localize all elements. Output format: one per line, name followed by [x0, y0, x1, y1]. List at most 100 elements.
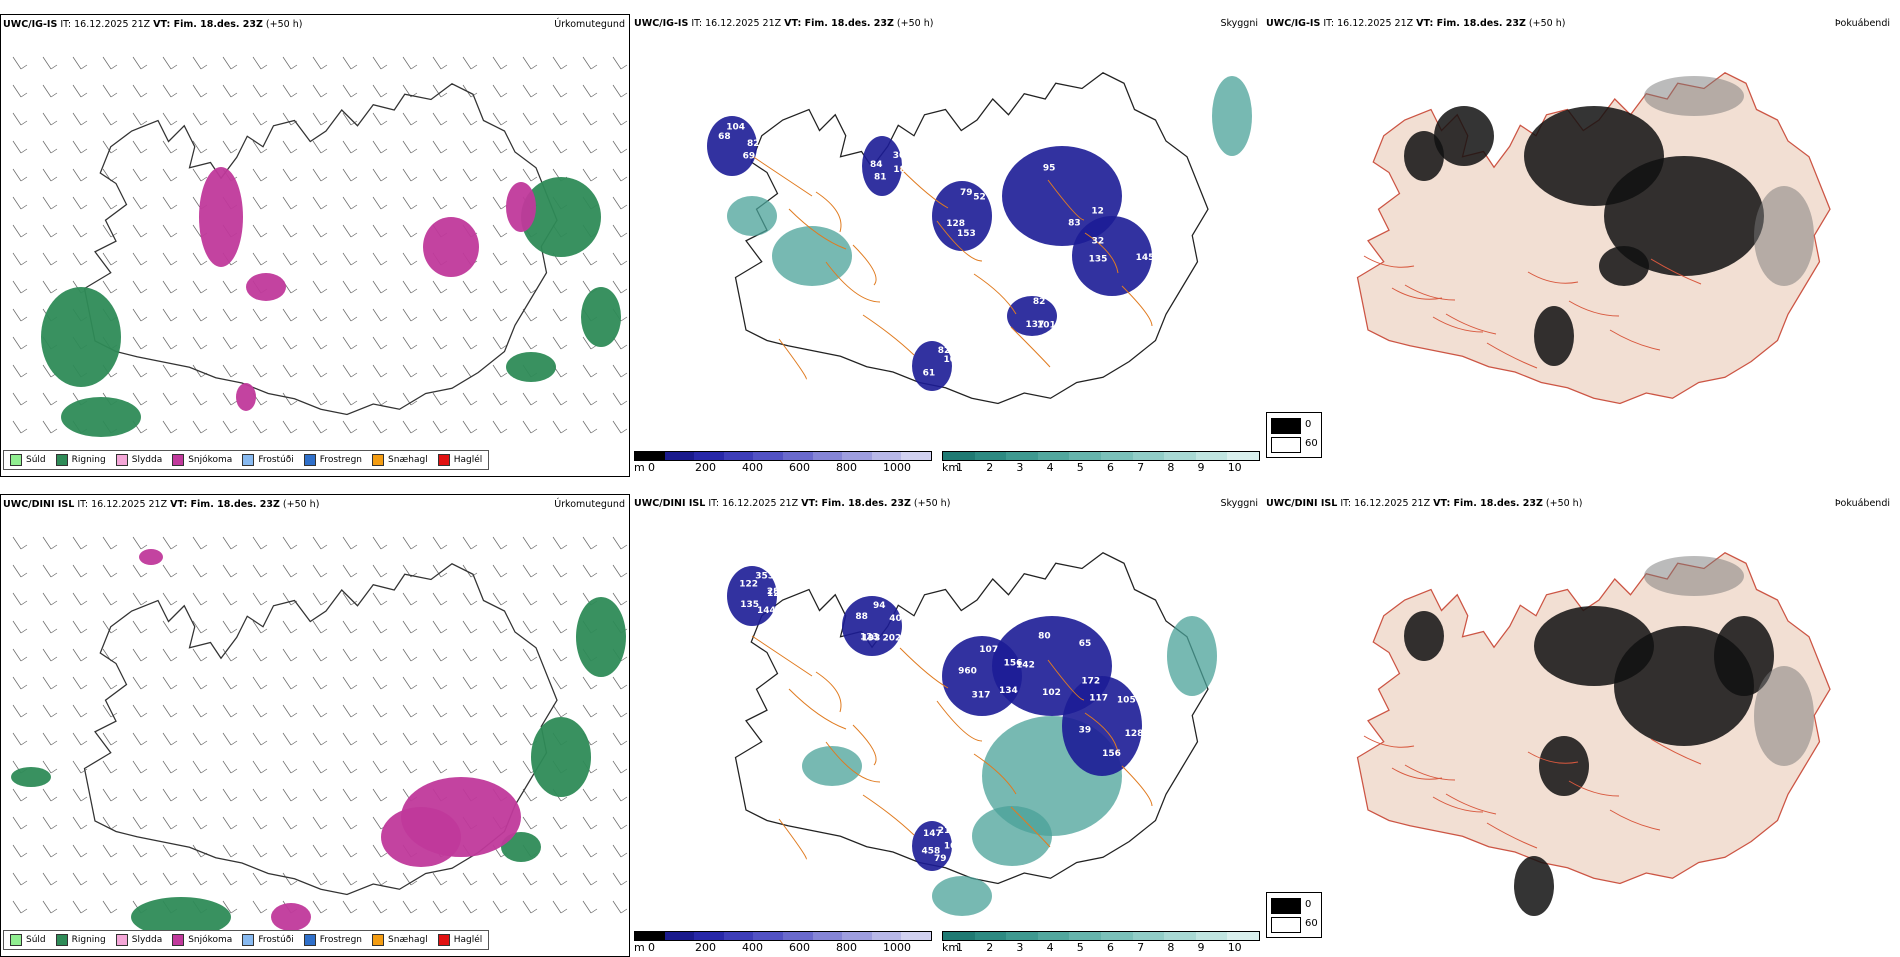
wind-barb [72, 704, 88, 718]
road-line [778, 818, 807, 860]
wind-barb [102, 760, 118, 774]
wind-barb [312, 592, 328, 606]
road-line [1527, 751, 1579, 764]
wind-barb [342, 392, 358, 406]
panel-ceiling-visibility-dini: UWC/DINI ISL IT: 16.12.2025 21Z VT: Fim.… [632, 494, 1262, 957]
wind-barb [252, 704, 268, 718]
panel-ceiling-visibility-igis: UWC/IG-IS IT: 16.12.2025 21Z VT: Fim. 18… [632, 14, 1262, 477]
colorbar-segment [1100, 932, 1133, 940]
road-line [1527, 271, 1579, 284]
colorbar-segment [1069, 452, 1101, 460]
wind-barb [552, 280, 568, 294]
wind-barb [12, 420, 28, 434]
wind-barb [342, 872, 358, 886]
fog-moderate-area [1754, 186, 1814, 286]
wind-barb [42, 732, 58, 746]
wind-barb [42, 564, 58, 578]
wind-barb [162, 56, 178, 70]
wind-barb [72, 872, 88, 886]
wind-barb [252, 420, 268, 434]
wind-barb [42, 56, 58, 70]
wind-barb [582, 84, 598, 98]
wind-barb [252, 364, 268, 378]
wind-barb [12, 648, 28, 662]
wind-barb [132, 620, 148, 634]
ceiling-value-label: 52 [973, 193, 986, 203]
wind-barb [312, 536, 328, 550]
legend-label: Slydda [131, 455, 163, 465]
wind-barb [432, 112, 448, 126]
colorbar-tick-label: 400 [742, 461, 763, 474]
wind-barb [612, 224, 628, 238]
colorbar-segment [635, 452, 665, 460]
wind-barb [552, 872, 568, 886]
wind-barb [492, 900, 508, 914]
wind-barb [312, 308, 328, 322]
legend-swatch [10, 934, 22, 946]
wind-barb [582, 420, 598, 434]
wind-barb [132, 760, 148, 774]
ceiling-value-label: 960 [958, 666, 977, 676]
wind-barb [42, 900, 58, 914]
wind-barb [432, 280, 448, 294]
wind-barb [372, 900, 388, 914]
colorbar-segment [871, 452, 902, 460]
ceiling-value-label: 107 [944, 355, 963, 365]
wind-barb [192, 308, 208, 322]
legend-item: Rigning [55, 454, 106, 466]
legend-item: Frostregn [303, 454, 362, 466]
wind-barb [552, 140, 568, 154]
low-visibility-area [802, 746, 862, 786]
wind-barb [402, 224, 418, 238]
colorbar-segment [723, 452, 754, 460]
ceiling-value-label: 61 [923, 368, 936, 378]
wind-barb [402, 196, 418, 210]
colorbar-tick-label: 6 [1106, 461, 1114, 474]
colorbar-segment [1132, 932, 1165, 940]
colorbar-ticks: km 1 2 3 4 5 6 7 8 9 10 [942, 461, 1258, 474]
wind-barb [342, 620, 358, 634]
wind-barb [282, 308, 298, 322]
wind-barb [552, 56, 568, 70]
wind-barb [312, 56, 328, 70]
wind-barb [162, 168, 178, 182]
wind-barb [282, 564, 298, 578]
low-visibility-area [972, 806, 1052, 866]
wind-barb [102, 84, 118, 98]
ceiling-value-label: 88 [855, 612, 868, 622]
wind-barb [222, 872, 238, 886]
legend-label: Frostúði [258, 935, 294, 945]
wind-barb [372, 140, 388, 154]
wind-barb [522, 336, 538, 350]
wind-barb [12, 676, 28, 690]
road-line [1486, 822, 1538, 849]
legend-swatch [242, 934, 255, 946]
wind-barb [102, 704, 118, 718]
panel-title: UWC/DINI ISL IT: 16.12.2025 21Z VT: Fim.… [3, 499, 320, 510]
wind-barb [462, 648, 478, 662]
legend-label: Súld [26, 455, 46, 465]
road-line [1391, 287, 1443, 300]
ceiling-value-label: 117 [1089, 694, 1108, 704]
wind-barb [492, 620, 508, 634]
wind-barb [612, 168, 628, 182]
wind-barb [612, 872, 628, 886]
ceiling-value-label: 107 [979, 645, 998, 655]
wind-barb [432, 56, 448, 70]
wind-barb [102, 900, 118, 914]
road-line [751, 155, 813, 197]
wind-barb [432, 648, 448, 662]
wind-barb [72, 56, 88, 70]
wind-barb [162, 252, 178, 266]
precip-type-map [12, 56, 628, 437]
wind-barb [342, 140, 358, 154]
wind-barb [432, 140, 448, 154]
wind-barb [42, 872, 58, 886]
wind-barb [402, 252, 418, 266]
wind-barb [372, 168, 388, 182]
colorbar-segment [694, 932, 724, 940]
ceiling-value-label: 156 [1102, 749, 1121, 759]
wind-barb [372, 872, 388, 886]
wind-barb [42, 788, 58, 802]
wind-barb [282, 676, 298, 690]
